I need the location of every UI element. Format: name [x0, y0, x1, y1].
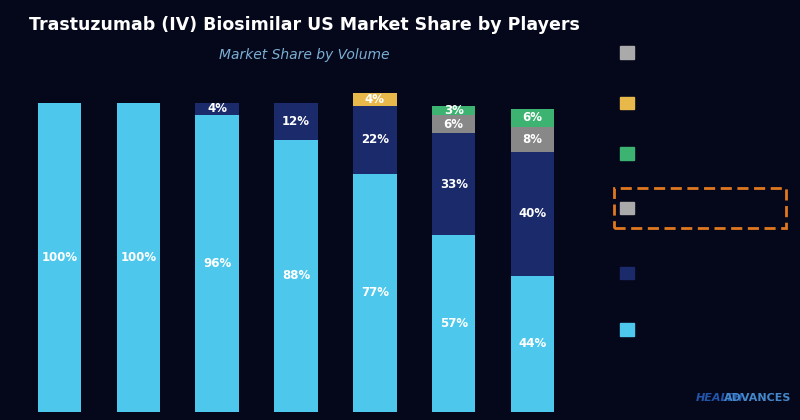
Bar [353, 93, 397, 106]
Bar [432, 236, 475, 412]
Text: Trastuzumab (IV) Biosimilar US Market Share by Players: Trastuzumab (IV) Biosimilar US Market Sh… [29, 16, 579, 34]
Text: 22%: 22% [361, 133, 389, 146]
Bar [274, 139, 318, 412]
Text: 6%: 6% [444, 118, 464, 131]
Bar [195, 115, 239, 412]
Text: 96%: 96% [203, 257, 231, 270]
Text: 3%: 3% [444, 104, 464, 117]
Bar [195, 102, 239, 115]
Text: Market Share by Volume: Market Share by Volume [218, 47, 390, 62]
Text: 4%: 4% [365, 93, 385, 106]
Text: 100%: 100% [42, 251, 78, 264]
Bar [432, 106, 475, 115]
Bar [511, 109, 554, 127]
Text: 100%: 100% [120, 251, 156, 264]
Text: 12%: 12% [282, 115, 310, 128]
Bar [511, 276, 554, 412]
Bar [38, 102, 81, 412]
Text: 8%: 8% [522, 133, 542, 146]
Bar [353, 106, 397, 173]
Text: HEALTH: HEALTH [696, 393, 744, 403]
Text: 57%: 57% [440, 317, 468, 330]
Text: 6%: 6% [522, 111, 542, 124]
Bar [274, 102, 318, 139]
Bar [117, 102, 160, 412]
Text: ADVANCES: ADVANCES [724, 393, 791, 403]
Bar [353, 173, 397, 412]
Bar [511, 127, 554, 152]
Text: 4%: 4% [207, 102, 227, 115]
Text: 88%: 88% [282, 269, 310, 282]
Text: 33%: 33% [440, 178, 468, 191]
Text: 77%: 77% [361, 286, 389, 299]
Bar [432, 115, 475, 134]
Text: 40%: 40% [518, 207, 546, 220]
Bar [432, 134, 475, 236]
Text: 44%: 44% [518, 337, 546, 350]
Bar [511, 152, 554, 276]
